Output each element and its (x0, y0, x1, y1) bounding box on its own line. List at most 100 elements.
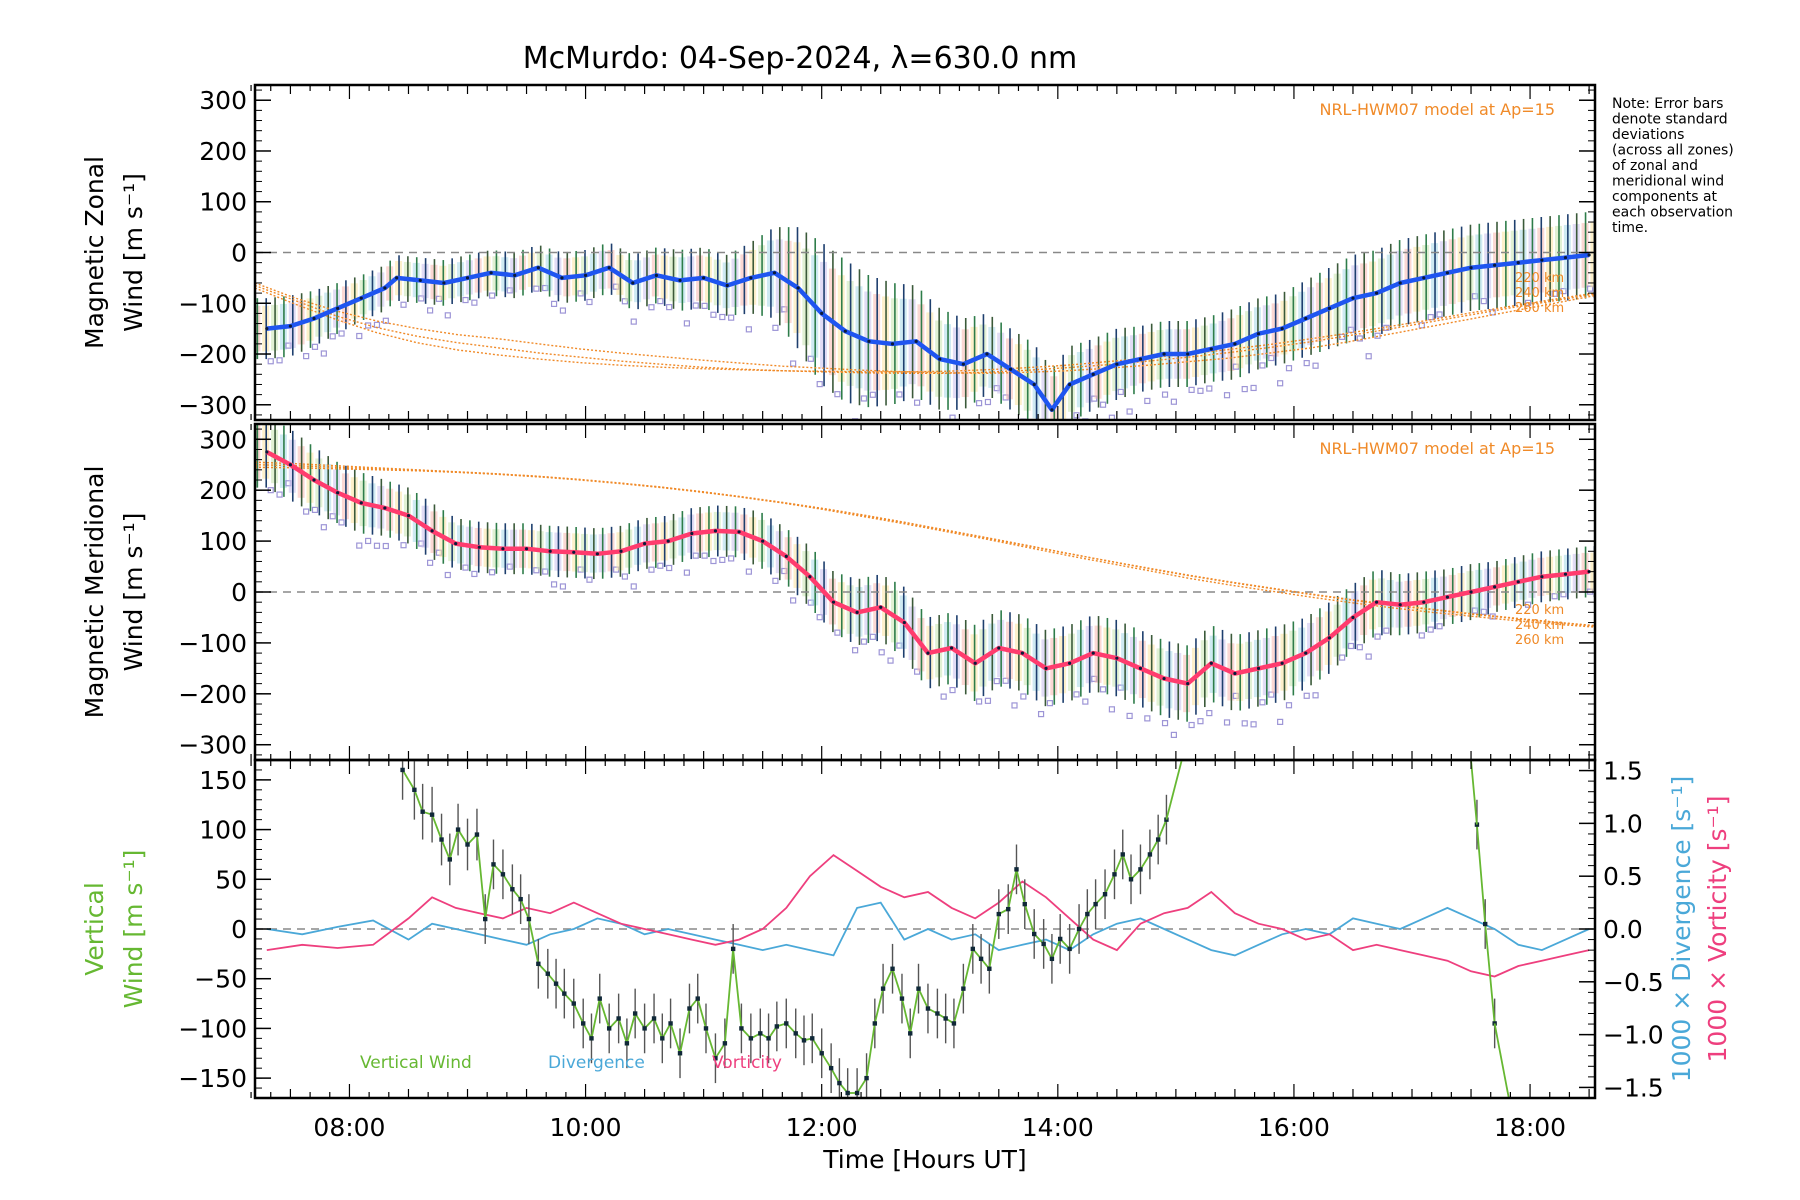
vertical-wind-point (420, 809, 425, 814)
vertical-wind-point (1076, 926, 1082, 932)
mean-wind-point (1445, 595, 1450, 599)
mean-wind-point (784, 554, 788, 558)
vertical-wind-point (1041, 941, 1046, 947)
zone-point (559, 583, 567, 590)
mean-wind-point (902, 620, 906, 625)
zone-point (276, 491, 283, 498)
mean-wind-point (1587, 253, 1591, 257)
vertical-wind-point (1032, 931, 1037, 937)
vertical-wind-point (978, 956, 984, 962)
zone-point (914, 668, 921, 675)
vertical-wind-point (864, 1075, 869, 1081)
zone-point (329, 513, 336, 520)
vertical-wind-point (970, 946, 976, 952)
zone-point (1188, 721, 1195, 729)
vertical-wind-point (1155, 837, 1161, 842)
zone-point (488, 292, 496, 299)
vorticity-line (266, 853, 1590, 978)
vertical-wind-point (1138, 867, 1143, 872)
mean-wind-point (418, 278, 422, 283)
mean-wind-point (383, 286, 387, 290)
y-tick-label: 300 (199, 425, 247, 454)
y-axis-label-line2: Wind [m s⁻¹] (119, 513, 148, 672)
zone-point (869, 391, 876, 398)
vertical-wind-point (562, 991, 567, 996)
vertical-wind-point (400, 767, 405, 773)
mean-wind-point (1280, 661, 1284, 665)
vertical-wind-point (739, 1026, 744, 1031)
vertical-wind-point (793, 1031, 798, 1036)
mean-wind-point (1008, 367, 1013, 371)
x-tick-label: 14:00 (1022, 1113, 1094, 1142)
zone-point (356, 542, 363, 549)
zone-point (1427, 626, 1434, 633)
zone-point (701, 552, 708, 559)
mean-wind-point (961, 362, 965, 366)
vertical-wind-point (616, 1016, 621, 1021)
vertical-wind-point (536, 961, 541, 966)
mean-wind-point (536, 266, 540, 270)
mean-wind-point (1516, 580, 1520, 584)
y-tick-label: 200 (199, 476, 247, 505)
zone-point (426, 559, 434, 566)
zone-point (683, 569, 690, 576)
zone-point (1250, 721, 1257, 728)
zone-point (1596, 299, 1601, 304)
zone-point (1259, 699, 1266, 706)
vertical-wind-point (854, 1090, 860, 1096)
mean-wind-point (654, 273, 659, 277)
mean-wind-point (831, 600, 836, 604)
mean-wind-point (395, 276, 399, 280)
vertical-wind-point (695, 996, 700, 1001)
model-altitude-label: 220 km (1515, 603, 1564, 618)
vertical-wind-point (828, 1065, 834, 1071)
mean-wind-point (737, 530, 741, 534)
panel-plot-area (255, 424, 1595, 739)
zone-point (1285, 702, 1293, 709)
y-tick-label: −200 (178, 340, 247, 369)
mean-wind-point (855, 610, 859, 614)
mean-wind-point (1162, 676, 1166, 681)
y-axis-label-line1: Magnetic Meridional (80, 466, 109, 719)
mean-wind-point (1233, 671, 1237, 676)
vertical-wind-point (943, 1016, 948, 1021)
zone-point (852, 647, 859, 654)
y-tick-label: −300 (178, 391, 247, 420)
vertical-wind-point (935, 1011, 940, 1016)
model-altitude-label: 240 km (1515, 618, 1564, 633)
mean-wind-point (336, 306, 340, 310)
mean-wind-point (772, 271, 777, 275)
mean-wind-point (442, 281, 446, 285)
zone-point (878, 649, 885, 656)
zone-point (1039, 440, 1044, 445)
zone-point (1285, 365, 1293, 372)
mean-wind-point (477, 545, 481, 549)
zone-point (621, 573, 629, 580)
zone-point (657, 298, 664, 305)
vertical-wind-point (606, 1026, 612, 1031)
vertical-wind-point (810, 1036, 815, 1041)
zone-point (1241, 385, 1248, 393)
vertical-wind-point (632, 1011, 638, 1016)
mean-wind-point (288, 463, 293, 467)
zone-point (311, 506, 319, 513)
vertical-wind-point (916, 986, 921, 991)
zone-point (1082, 698, 1089, 705)
zone-point (462, 296, 469, 304)
note-line: time. (1612, 220, 1648, 236)
vertical-wind-line (401, 769, 1168, 1094)
mean-wind-point (1186, 352, 1190, 356)
zone-point (586, 576, 593, 583)
mean-wind-point (336, 491, 340, 495)
mean-wind-point (690, 531, 694, 536)
y-tick-label: −200 (178, 680, 247, 709)
model-curve-260km (255, 466, 1595, 627)
mean-wind-point (1050, 408, 1054, 412)
zone-point (666, 564, 673, 572)
model-curve-260km (255, 287, 1595, 373)
legend-entry: Vertical Wind (360, 1053, 472, 1073)
vertical-wind-point (837, 1080, 842, 1086)
zone-point (1480, 297, 1487, 305)
vertical-wind-point (987, 966, 992, 971)
vertical-wind-point (1014, 867, 1019, 872)
